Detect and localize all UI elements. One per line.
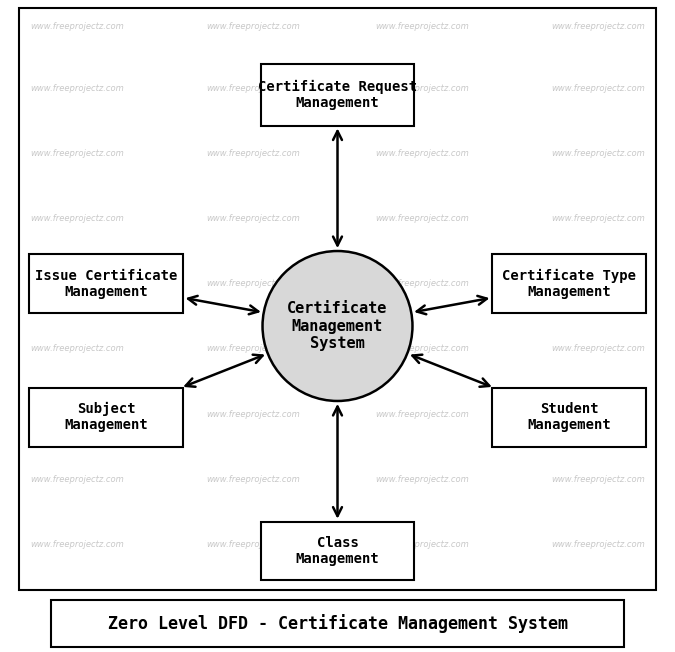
Text: www.freeprojectz.com: www.freeprojectz.com — [375, 409, 469, 419]
Text: www.freeprojectz.com: www.freeprojectz.com — [30, 540, 124, 549]
Text: www.freeprojectz.com: www.freeprojectz.com — [206, 540, 300, 549]
Text: www.freeprojectz.com: www.freeprojectz.com — [206, 22, 300, 31]
Text: www.freeprojectz.com: www.freeprojectz.com — [551, 540, 645, 549]
Text: Issue Certificate
Management: Issue Certificate Management — [35, 269, 178, 299]
FancyBboxPatch shape — [30, 388, 183, 447]
Text: Certificate Request
Management: Certificate Request Management — [258, 80, 417, 110]
Text: www.freeprojectz.com: www.freeprojectz.com — [206, 214, 300, 223]
Text: www.freeprojectz.com: www.freeprojectz.com — [30, 279, 124, 288]
Text: www.freeprojectz.com: www.freeprojectz.com — [30, 344, 124, 353]
Text: www.freeprojectz.com: www.freeprojectz.com — [30, 214, 124, 223]
Circle shape — [263, 251, 412, 401]
FancyBboxPatch shape — [261, 64, 414, 125]
Text: www.freeprojectz.com: www.freeprojectz.com — [375, 344, 469, 353]
Text: www.freeprojectz.com: www.freeprojectz.com — [551, 22, 645, 31]
Text: www.freeprojectz.com: www.freeprojectz.com — [551, 279, 645, 288]
Text: www.freeprojectz.com: www.freeprojectz.com — [30, 149, 124, 158]
Text: www.freeprojectz.com: www.freeprojectz.com — [206, 475, 300, 484]
Text: www.freeprojectz.com: www.freeprojectz.com — [551, 214, 645, 223]
Text: www.freeprojectz.com: www.freeprojectz.com — [551, 83, 645, 93]
FancyBboxPatch shape — [261, 522, 414, 580]
Text: www.freeprojectz.com: www.freeprojectz.com — [551, 409, 645, 419]
FancyBboxPatch shape — [30, 254, 183, 313]
Text: www.freeprojectz.com: www.freeprojectz.com — [551, 475, 645, 484]
Text: www.freeprojectz.com: www.freeprojectz.com — [206, 149, 300, 158]
Text: Zero Level DFD - Certificate Management System: Zero Level DFD - Certificate Management … — [107, 614, 568, 633]
Text: www.freeprojectz.com: www.freeprojectz.com — [375, 540, 469, 549]
Text: Subject
Management: Subject Management — [64, 402, 148, 432]
Text: www.freeprojectz.com: www.freeprojectz.com — [206, 409, 300, 419]
Text: www.freeprojectz.com: www.freeprojectz.com — [375, 22, 469, 31]
Text: Class
Management: Class Management — [296, 536, 379, 566]
Text: www.freeprojectz.com: www.freeprojectz.com — [30, 83, 124, 93]
Text: www.freeprojectz.com: www.freeprojectz.com — [375, 279, 469, 288]
Text: www.freeprojectz.com: www.freeprojectz.com — [551, 149, 645, 158]
FancyBboxPatch shape — [20, 8, 655, 590]
Text: www.freeprojectz.com: www.freeprojectz.com — [206, 344, 300, 353]
Text: www.freeprojectz.com: www.freeprojectz.com — [30, 409, 124, 419]
Text: www.freeprojectz.com: www.freeprojectz.com — [375, 475, 469, 484]
Text: Certificate
Management
System: Certificate Management System — [288, 301, 387, 351]
Text: Student
Management: Student Management — [527, 402, 611, 432]
FancyBboxPatch shape — [492, 254, 645, 313]
Text: Certificate Type
Management: Certificate Type Management — [502, 269, 636, 299]
Text: www.freeprojectz.com: www.freeprojectz.com — [375, 149, 469, 158]
Text: www.freeprojectz.com: www.freeprojectz.com — [30, 475, 124, 484]
Text: www.freeprojectz.com: www.freeprojectz.com — [206, 83, 300, 93]
Text: www.freeprojectz.com: www.freeprojectz.com — [206, 279, 300, 288]
FancyBboxPatch shape — [51, 600, 624, 647]
Text: www.freeprojectz.com: www.freeprojectz.com — [30, 22, 124, 31]
Text: www.freeprojectz.com: www.freeprojectz.com — [375, 214, 469, 223]
FancyBboxPatch shape — [492, 388, 645, 447]
Text: www.freeprojectz.com: www.freeprojectz.com — [551, 344, 645, 353]
Text: www.freeprojectz.com: www.freeprojectz.com — [375, 83, 469, 93]
